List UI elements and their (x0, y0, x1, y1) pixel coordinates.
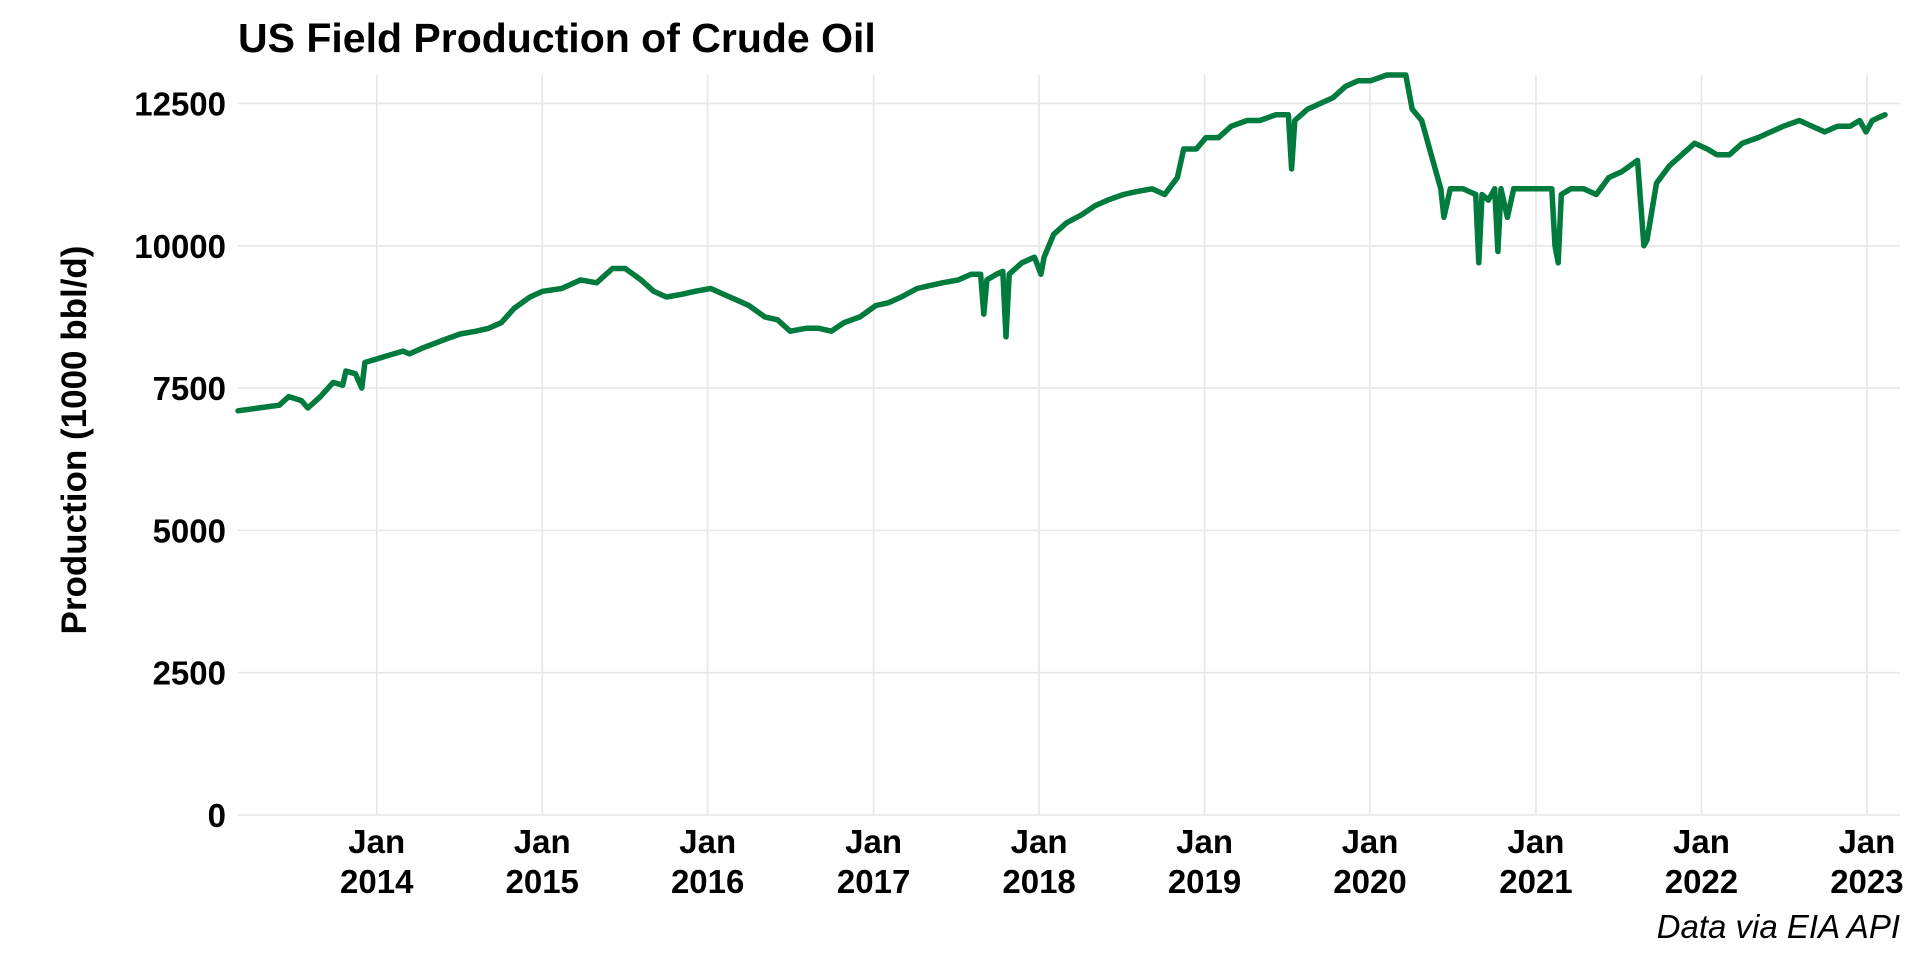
x-tick-label-year: 2021 (1499, 863, 1572, 900)
x-gridlines (375, 75, 1868, 815)
y-axis-label: Production (1000 bbl/d) (55, 246, 94, 635)
y-tick-label: 12500 (134, 85, 226, 122)
x-tick-label-month: Jan (1508, 823, 1565, 860)
x-tick-label-year: 2016 (671, 863, 744, 900)
x-tick-label-year: 2019 (1168, 863, 1241, 900)
x-axis-ticks: Jan2014Jan2015Jan2016Jan2017Jan2018Jan20… (340, 823, 1904, 900)
x-tick-label-month: Jan (1342, 823, 1399, 860)
x-tick-label-year: 2020 (1333, 863, 1406, 900)
x-tick-label-month: Jan (348, 823, 405, 860)
y-tick-label: 10000 (134, 228, 226, 265)
x-tick-label-year: 2015 (505, 863, 578, 900)
y-tick-label: 0 (208, 797, 226, 834)
chart-caption: Data via EIA API (1657, 908, 1900, 945)
y-tick-label: 7500 (153, 370, 226, 407)
x-tick-label-month: Jan (514, 823, 571, 860)
production-series-line (235, 72, 1888, 414)
y-tick-label: 2500 (153, 655, 226, 692)
x-tick-label-month: Jan (1673, 823, 1730, 860)
chart-title: US Field Production of Crude Oil (238, 15, 876, 61)
y-axis-ticks: 0 2500 5000 7500 10000 12500 (134, 85, 226, 834)
x-tick-label-year: 2014 (340, 863, 414, 900)
x-tick-label-month: Jan (845, 823, 902, 860)
x-tick-label-year: 2018 (1002, 863, 1075, 900)
x-tick-label-year: 2022 (1665, 863, 1738, 900)
y-gridlines (238, 102, 1900, 816)
x-tick-label-month: Jan (1176, 823, 1233, 860)
x-tick-label-year: 2023 (1830, 863, 1903, 900)
x-tick-label-month: Jan (1838, 823, 1895, 860)
x-tick-label-year: 2017 (837, 863, 910, 900)
y-tick-label: 5000 (153, 512, 226, 549)
x-tick-label-month: Jan (679, 823, 736, 860)
x-tick-label-month: Jan (1011, 823, 1068, 860)
